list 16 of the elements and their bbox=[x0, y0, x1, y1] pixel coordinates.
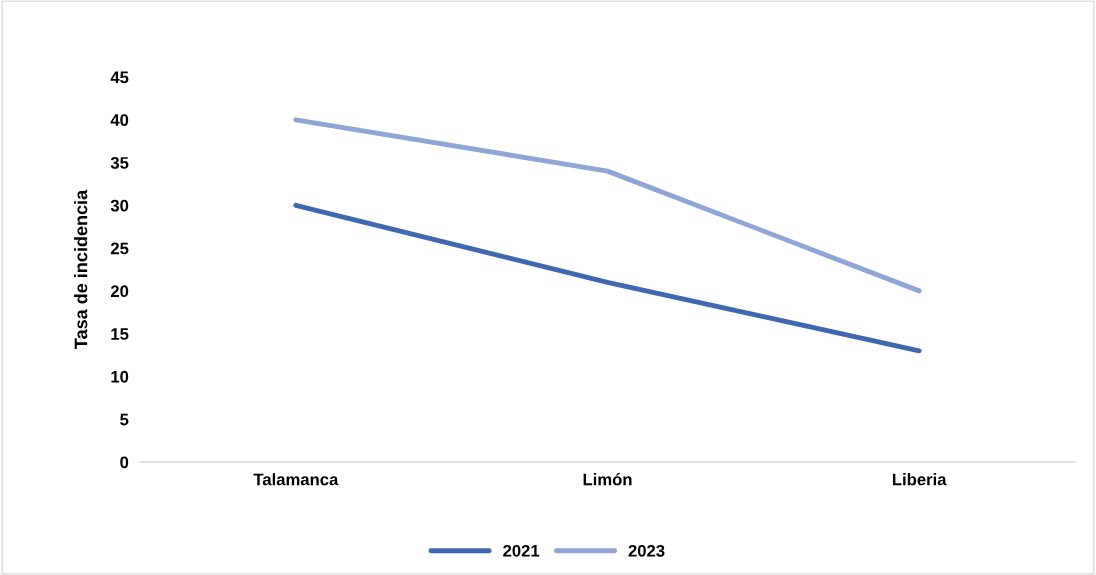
x-tick-label: Talamanca bbox=[253, 473, 339, 486]
y-axis-title: Tasa de incidencia bbox=[74, 189, 88, 349]
legend-label: 2021 bbox=[503, 544, 540, 557]
y-tick-label: 25 bbox=[110, 242, 129, 255]
legend-label: 2023 bbox=[628, 544, 665, 557]
y-tick-label: 5 bbox=[120, 413, 129, 426]
y-tick-label: 40 bbox=[110, 114, 129, 126]
x-tick-label: Limón bbox=[583, 472, 632, 486]
y-tick-label: 35 bbox=[110, 156, 129, 169]
x-tick-label: Liberia bbox=[892, 473, 947, 486]
y-tick-label: 10 bbox=[111, 370, 129, 383]
y-tick-label: 45 bbox=[110, 71, 129, 84]
y-tick-label: 0 bbox=[120, 456, 129, 469]
y-tick-label: 15 bbox=[111, 328, 129, 340]
y-tick-label: 30 bbox=[110, 199, 129, 212]
y-tick-label: 20 bbox=[110, 285, 129, 298]
